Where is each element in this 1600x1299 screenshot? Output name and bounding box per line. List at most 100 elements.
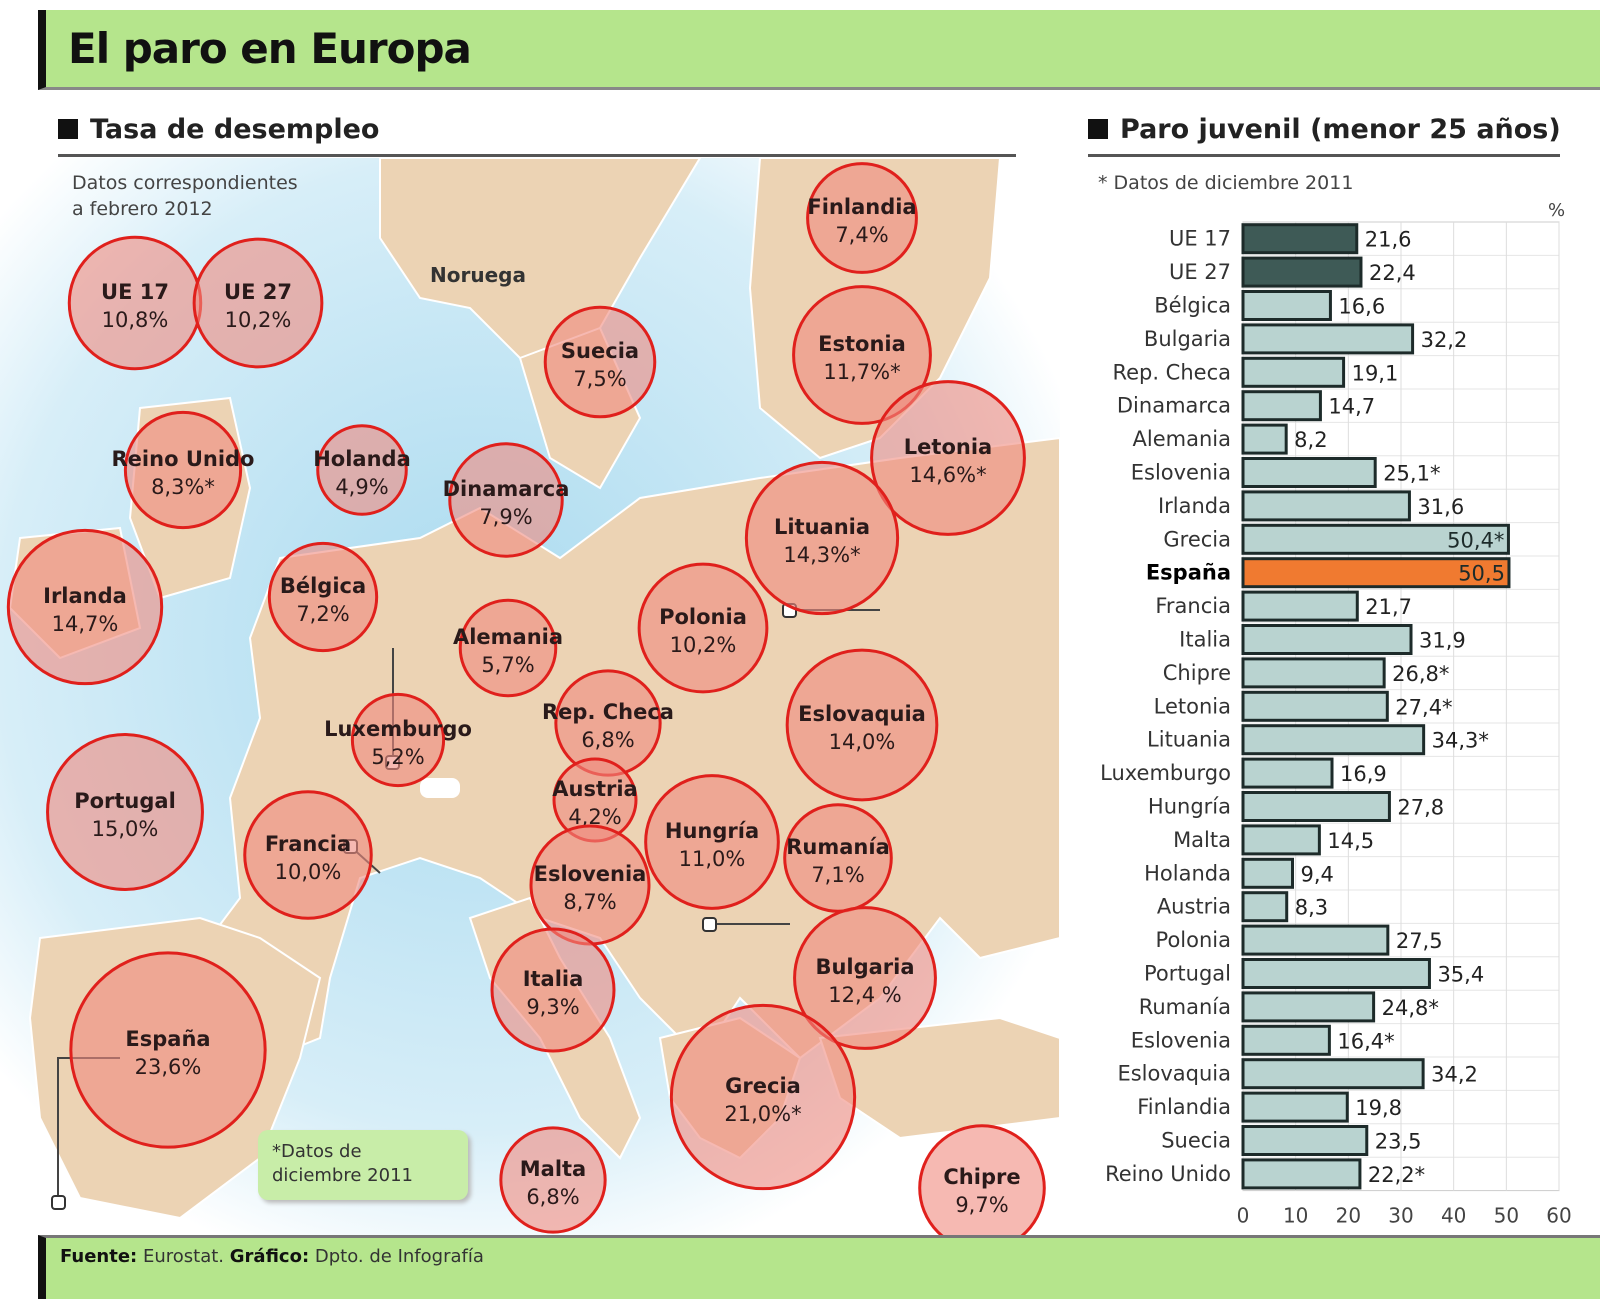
bubble-country-label: Alemania bbox=[453, 625, 563, 649]
bubble-circle bbox=[267, 541, 379, 653]
bubble-value-label: 7,4% bbox=[835, 223, 888, 247]
bubble-value-label: 23,6% bbox=[135, 1055, 202, 1079]
data-label: 16,4* bbox=[1337, 1029, 1394, 1053]
category-label: Chipre bbox=[1163, 661, 1231, 685]
map-section-title-text: Tasa de desempleo bbox=[90, 114, 380, 145]
bubble-country-label: UE 17 bbox=[101, 280, 169, 304]
bubble-circle bbox=[870, 380, 1026, 536]
x-tick-label: 0 bbox=[1237, 1204, 1250, 1228]
bubble-alemania: Alemania 5,7% bbox=[453, 598, 563, 698]
map-note-line1: *Datos de bbox=[272, 1141, 362, 1162]
bubble-country-label: Austria bbox=[552, 777, 637, 801]
bubble-francia: Francia 10,0% bbox=[243, 790, 373, 920]
bar-divider bbox=[1088, 154, 1560, 157]
bar-section-title-text: Paro juvenil (menor 25 años) bbox=[1120, 114, 1561, 145]
bar-espana bbox=[1241, 557, 1511, 589]
bubble-country-label: Portugal bbox=[74, 789, 176, 813]
data-label: 23,5 bbox=[1375, 1130, 1422, 1154]
bubble-value-label: 15,0% bbox=[92, 817, 159, 841]
bubble-circle bbox=[793, 906, 937, 1050]
marker-espana bbox=[51, 1195, 66, 1210]
bubble-circle bbox=[783, 803, 893, 913]
x-tick-label: 10 bbox=[1283, 1204, 1308, 1228]
bubble-circle bbox=[543, 305, 657, 419]
footer: Fuente: Eurostat. Gráfico: Dpto. de Info… bbox=[38, 1235, 1600, 1299]
bar-belgica bbox=[1241, 290, 1332, 321]
data-label: 26,8* bbox=[1392, 662, 1449, 686]
bar-italia bbox=[1241, 624, 1413, 655]
bubble-value-label: 14,3%* bbox=[783, 543, 860, 567]
bubble-country-label: España bbox=[125, 1027, 210, 1051]
bubble-rumania: Rumanía 7,1% bbox=[783, 803, 893, 913]
category-label: Rumanía bbox=[1139, 995, 1231, 1019]
bubble-value-label: 14,7% bbox=[52, 612, 119, 636]
bubble-malta: Malta 6,8% bbox=[499, 1126, 607, 1234]
x-tick-label: 60 bbox=[1546, 1204, 1571, 1228]
bubble-value-label: 4,9% bbox=[335, 475, 388, 499]
bar-eslovaquia bbox=[1241, 1058, 1425, 1090]
title-band: El paro en Europa bbox=[38, 10, 1600, 90]
data-label: 9,4 bbox=[1301, 862, 1334, 886]
bubble-circle bbox=[316, 424, 408, 516]
bar-finlandia bbox=[1241, 1091, 1349, 1123]
bubble-espana: España 23,6% bbox=[69, 951, 267, 1149]
data-label: 50,5 bbox=[1458, 562, 1505, 586]
map-subtitle: Datos correspondientes a febrero 2012 bbox=[72, 170, 298, 222]
bar-ue-17 bbox=[1241, 223, 1359, 255]
category-label: Holanda bbox=[1144, 861, 1231, 885]
bubble-country-label: Holanda bbox=[313, 447, 411, 471]
data-label: 21,7 bbox=[1365, 595, 1412, 619]
category-label: Bulgaria bbox=[1144, 327, 1231, 351]
bubble-country-label: Eslovaquia bbox=[798, 702, 926, 726]
bubble-value-label: 11,0% bbox=[679, 847, 746, 871]
credits: Fuente: Eurostat. Gráfico: Dpto. de Info… bbox=[60, 1246, 484, 1267]
data-label: 14,5 bbox=[1327, 829, 1374, 853]
bar-section-title: Paro juvenil (menor 25 años) bbox=[1088, 114, 1561, 145]
europe-bubble-map: Noruega UE 17 10,8% UE 27 10,2% Finlandia 7,4… bbox=[0, 158, 1060, 1238]
data-label: 34,3* bbox=[1432, 729, 1489, 753]
bar-reino-unido bbox=[1241, 1158, 1362, 1190]
bubble-portugal: Portugal 15,0% bbox=[46, 733, 204, 891]
bubble-circle bbox=[669, 1003, 857, 1191]
map-subtitle-line1: Datos correspondientes bbox=[72, 172, 298, 194]
category-label: Eslovenia bbox=[1131, 1028, 1231, 1052]
bar-dinamarca bbox=[1241, 390, 1322, 422]
category-label: UE 27 bbox=[1169, 260, 1231, 284]
bar-lituania bbox=[1241, 724, 1426, 756]
bubble-value-label: 7,2% bbox=[296, 602, 349, 626]
bar-suecia bbox=[1241, 1125, 1369, 1156]
bullet-square-icon bbox=[1088, 119, 1108, 139]
category-label: Finlandia bbox=[1137, 1095, 1231, 1119]
category-label: Bélgica bbox=[1154, 294, 1231, 318]
bar-subtitle: * Datos de diciembre 2011 bbox=[1098, 172, 1354, 194]
data-label: 27,4* bbox=[1395, 695, 1452, 719]
bubble-value-label: 6,8% bbox=[581, 728, 634, 752]
bubble-value-label: 9,3% bbox=[526, 995, 579, 1019]
bubble-value-label: 5,7% bbox=[481, 653, 534, 677]
data-label: 21,6 bbox=[1365, 228, 1412, 252]
bubble-grecia: Grecia 21,0%* bbox=[669, 1003, 857, 1191]
bubble-country-label: Rumanía bbox=[786, 835, 890, 859]
bar-ue-27 bbox=[1241, 256, 1363, 288]
bubble-reino-unido: Reino Unido 8,3%* bbox=[112, 410, 254, 530]
bar-chipre bbox=[1241, 657, 1386, 689]
map-note: *Datos de diciembre 2011 bbox=[258, 1130, 468, 1200]
source-label: Fuente: bbox=[60, 1246, 138, 1267]
category-label: Polonia bbox=[1156, 928, 1231, 952]
bar-eslovenia bbox=[1241, 1024, 1331, 1056]
bullet-square-icon bbox=[58, 119, 78, 139]
category-label: Irlanda bbox=[1158, 494, 1231, 518]
category-label: Francia bbox=[1155, 594, 1231, 618]
bubble-value-label: 8,3%* bbox=[151, 475, 215, 499]
bubble-belgica: Bélgica 7,2% bbox=[267, 541, 379, 653]
bar-eslovenia bbox=[1241, 457, 1377, 488]
bubble-country-label: Finlandia bbox=[807, 195, 916, 219]
data-label: 50,4* bbox=[1447, 528, 1504, 552]
category-label: Italia bbox=[1179, 628, 1231, 652]
data-label: 35,4 bbox=[1437, 963, 1484, 987]
source: Eurostat. bbox=[142, 1246, 225, 1267]
x-tick-label: 50 bbox=[1494, 1204, 1519, 1228]
bubble-value-label: 5,2% bbox=[371, 745, 424, 769]
bar-irlanda bbox=[1241, 490, 1411, 522]
bubble-chipre: Chipre 9,7% bbox=[918, 1124, 1046, 1238]
